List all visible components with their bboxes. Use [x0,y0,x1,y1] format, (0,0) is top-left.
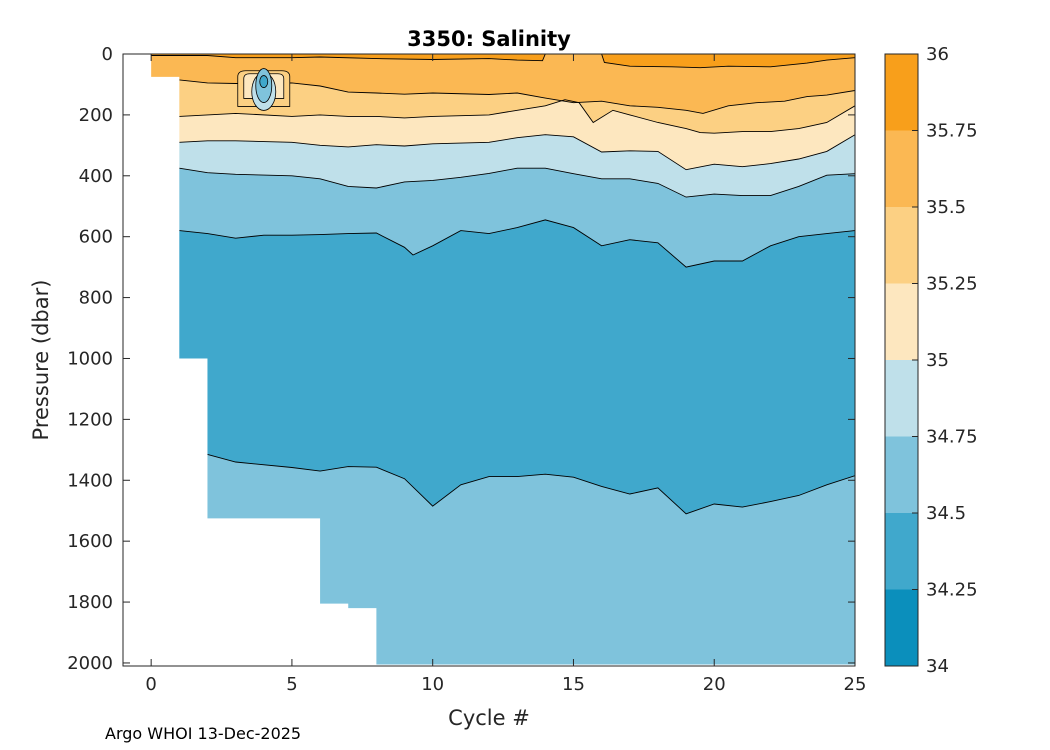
chart-title: 3350: Salinity [407,27,571,51]
colorbar-swatch [885,207,918,284]
y-tick-label: 200 [79,105,113,126]
x-tick-label: 10 [421,674,444,695]
y-tick-label: 1400 [67,470,113,491]
contour-line-34.25-5 [179,219,855,268]
anomaly-core-34.25 [259,75,269,88]
footer-credit: Argo WHOI 13-Dec-2025 [105,724,302,743]
colorbar-swatch [885,54,918,131]
colorbar-swatch [885,513,918,590]
colorbar-swatch [885,589,918,666]
band-above-35.25 [123,54,855,114]
x-tick-label: 15 [562,674,585,695]
colorbar-tick-label: 34.75 [926,427,978,448]
contour-line-35-2 [179,99,855,134]
x-axis-ticks: 0 5 10 15 20 25 [145,54,866,695]
contour-line-34.5-4 [179,167,855,198]
y-tick-label: 1800 [67,592,113,613]
colorbar-tick-label: 35 [926,350,949,371]
colorbar-swatch [885,436,918,513]
contour-plot-area [123,54,855,666]
colorbar-swatch [885,130,918,207]
plot-frame [122,53,856,667]
contour-line-34.5-6 [207,453,855,515]
contour-line-35.5-0 [151,54,855,69]
y-tick-label: 1200 [67,409,113,430]
colorbar-tick-label: 36 [926,44,949,65]
no-data-mask [123,54,855,666]
y-tick-label: 2000 [67,653,113,674]
contour-line-35.25-1 [179,79,855,114]
y-axis-label: Pressure (dbar) [29,280,53,441]
colorbar-tick-label: 34.5 [926,503,966,524]
x-tick-label: 25 [844,674,867,695]
colorbar-tick-label: 34 [926,656,949,677]
colorbar-tick-label: 35.75 [926,121,978,142]
y-tick-label: 600 [79,227,113,248]
contour-line-34.75-3 [179,134,855,171]
band-above-35.5 [123,54,855,68]
x-tick-label: 0 [145,674,156,695]
colorbar-tick-label: 34.25 [926,580,978,601]
colorbar-tick-label: 35.5 [926,197,966,218]
colorbar-swatch [885,360,918,437]
y-tick-label: 0 [102,44,113,65]
y-tick-label: 1000 [67,348,113,369]
x-tick-label: 5 [286,674,297,695]
x-axis-label: Cycle # [448,706,530,730]
colorbar-swatch [885,283,918,360]
x-tick-label: 20 [703,674,726,695]
y-tick-label: 400 [79,166,113,187]
colorbar: 34 34.25 34.5 34.75 35 35.25 35.5 35.75 36 [884,44,978,677]
no-data-region [123,54,855,666]
y-tick-label: 1600 [67,531,113,552]
y-axis-ticks: 0 200 400 600 800 1000 1200 1400 1600 1800 2000 [67,44,855,674]
y-tick-label: 800 [79,288,113,309]
colorbar-tick-label: 35.25 [926,274,978,295]
